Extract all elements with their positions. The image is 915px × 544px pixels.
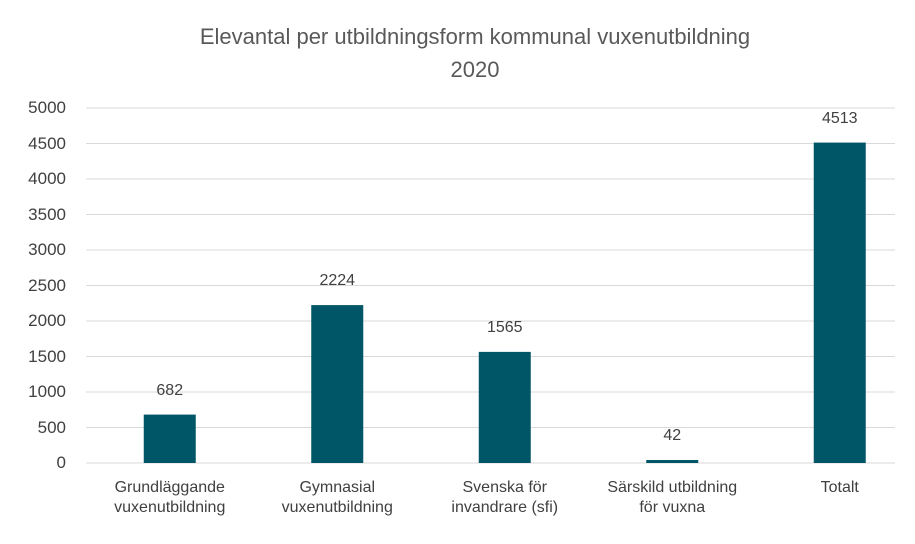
x-tick-label: Särskild utbildning för vuxna <box>607 479 738 516</box>
y-tick-label: 5000 <box>28 98 66 117</box>
bar <box>478 351 531 463</box>
data-label: 682 <box>156 381 184 399</box>
bar <box>143 414 196 463</box>
data-label: 4513 <box>821 109 858 127</box>
data-label: 42 <box>663 427 682 445</box>
y-tick-label: 0 <box>56 453 66 472</box>
y-tick-label: 3000 <box>28 240 66 259</box>
x-tick-label: Gymnasial vuxenutbildning <box>281 479 393 516</box>
y-tick-label: 500 <box>37 417 66 437</box>
x-tick-label: Svenska för invandrare (sfi) <box>451 479 559 516</box>
y-tick-label: 2000 <box>28 311 66 330</box>
chart-title: Elevantal per utbildningsform kommunal v… <box>199 24 751 82</box>
y-tick-label: 2500 <box>28 275 66 295</box>
x-tick-label: Grundläggande vuxenutbildning <box>114 479 226 516</box>
y-tick-label: 4000 <box>28 169 66 188</box>
y-tick-label: 1500 <box>28 346 66 366</box>
y-tick-label: 3500 <box>28 204 66 224</box>
x-tick-label: Totalt <box>820 479 859 496</box>
bar <box>813 142 866 463</box>
y-tick-label: 1000 <box>28 382 66 401</box>
bar <box>646 460 699 463</box>
data-label: 1565 <box>486 318 523 336</box>
y-tick-label: 4500 <box>28 133 66 153</box>
bar <box>311 305 364 463</box>
data-label: 2224 <box>319 272 356 290</box>
